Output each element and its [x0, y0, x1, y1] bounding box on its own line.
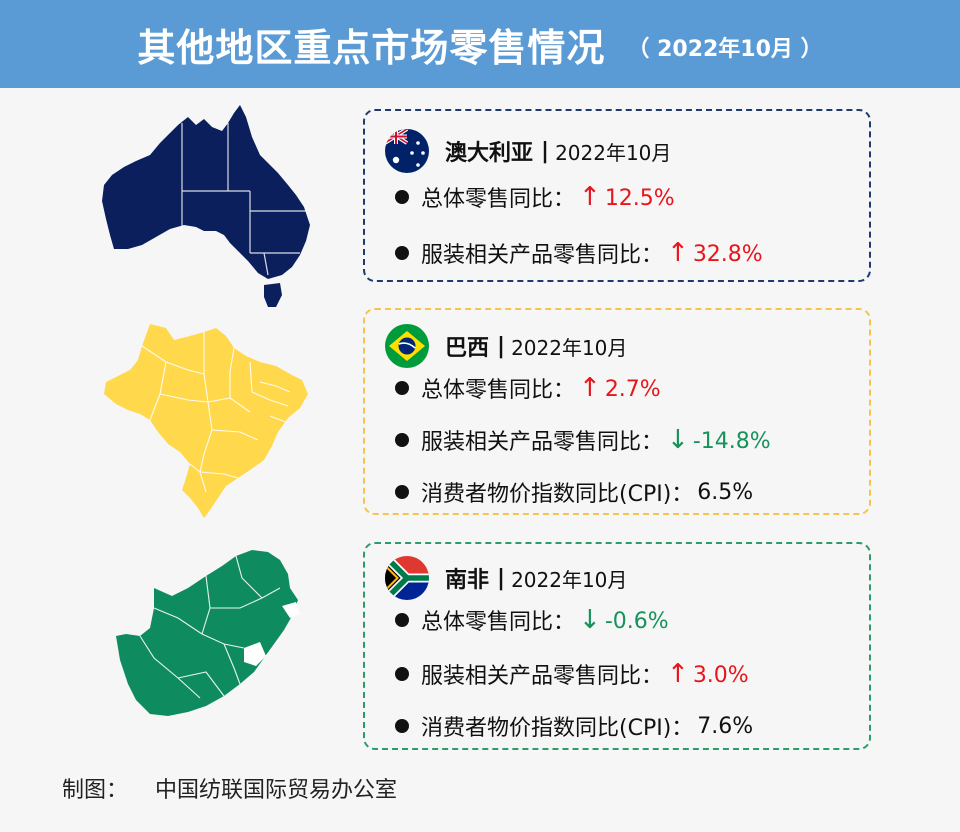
period-label: 2022年10月 — [511, 567, 628, 592]
south-africa-map — [114, 548, 306, 720]
page-date: （ 2022年10月 ） — [627, 37, 823, 62]
bullet-icon — [395, 613, 409, 627]
stat-row: 服装相关产品零售同比： ↑ 32.8% — [395, 237, 763, 269]
brazil-card: 巴西 | 2022年10月 总体零售同比： ↑ 2.7% 服装相关产品零售同比： … — [363, 308, 871, 515]
up-arrow-icon: ↑ — [579, 373, 601, 403]
bullet-icon — [395, 485, 409, 499]
stat-value: ↑ 12.5% — [579, 182, 675, 212]
stat-label: 总体零售同比： — [421, 378, 576, 403]
bullet-icon — [395, 667, 409, 681]
stat-value: ↓ -0.6% — [579, 605, 669, 635]
stat-number: 12.5% — [604, 186, 675, 211]
stat-value: ↑ 32.8% — [667, 238, 763, 268]
south-africa-flag-icon — [385, 556, 429, 600]
stat-number: 6.5% — [697, 479, 754, 505]
country-name: 南非 — [445, 568, 490, 593]
bullet-icon — [395, 190, 409, 204]
brazil-flag-icon — [385, 324, 429, 368]
stat-row: 服装相关产品零售同比： ↓ -14.8% — [395, 424, 771, 456]
stat-label: 总体零售同比： — [421, 610, 576, 635]
stat-number: 2.7% — [604, 377, 661, 402]
country-name: 巴西 — [445, 336, 490, 361]
down-arrow-icon: ↓ — [579, 605, 601, 635]
period-label: 2022年10月 — [511, 335, 628, 360]
up-arrow-icon: ↑ — [667, 659, 689, 689]
stat-row: 总体零售同比： ↑ 12.5% — [395, 181, 675, 213]
page-title: 其他地区重点市场零售情况 — [137, 25, 606, 70]
brazil-card-header: 巴西 | 2022年10月 — [385, 324, 627, 368]
title-separator: | — [541, 138, 550, 164]
south-africa-card: 南非 | 2022年10月 总体零售同比： ↓ -0.6% 服装相关产品零售同比：… — [363, 542, 871, 750]
australia-flag-icon — [385, 129, 429, 173]
australia-card: 澳大利亚 | 2022年10月 总体零售同比： ↑ 12.5% 服装相关产品零售同… — [363, 109, 871, 282]
stat-label: 服装相关产品零售同比： — [421, 430, 664, 455]
header-banner: 其他地区重点市场零售情况 （ 2022年10月 ） — [0, 0, 960, 88]
bullet-icon — [395, 246, 409, 260]
stat-label: 消费者物价指数同比(CPI)： — [421, 482, 694, 507]
stat-value: ↑ 3.0% — [667, 659, 749, 689]
stat-number: -0.6% — [604, 609, 669, 634]
stat-number: 7.6% — [697, 713, 754, 739]
stat-row: 服装相关产品零售同比： ↑ 3.0% — [395, 658, 749, 690]
stat-label: 服装相关产品零售同比： — [421, 664, 664, 689]
stat-row: 总体零售同比： ↓ -0.6% — [395, 604, 669, 636]
stat-value: ↑ 2.7% — [579, 373, 661, 403]
bullet-icon — [395, 433, 409, 447]
up-arrow-icon: ↑ — [667, 238, 689, 268]
stat-number: -14.8% — [692, 429, 771, 454]
stat-row: 消费者物价指数同比(CPI)： 6.5% — [395, 476, 753, 508]
south-africa-card-header: 南非 | 2022年10月 — [385, 556, 627, 600]
footer-label: 制图： — [62, 778, 129, 803]
footer-source: 中国纺联国际贸易办公室 — [155, 778, 398, 803]
australia-map — [100, 103, 312, 313]
australia-card-header: 澳大利亚 | 2022年10月 — [385, 129, 671, 173]
title-separator: | — [497, 333, 506, 359]
brazil-map — [100, 322, 310, 522]
stat-label: 消费者物价指数同比(CPI)： — [421, 716, 694, 741]
down-arrow-icon: ↓ — [667, 425, 689, 455]
country-name: 澳大利亚 — [445, 141, 534, 166]
up-arrow-icon: ↑ — [579, 182, 601, 212]
stat-row: 消费者物价指数同比(CPI)： 7.6% — [395, 710, 753, 742]
bullet-icon — [395, 381, 409, 395]
stat-label: 服装相关产品零售同比： — [421, 243, 664, 268]
stat-number: 32.8% — [692, 242, 763, 267]
stat-label: 总体零售同比： — [421, 187, 576, 212]
footer-credit: 制图： 中国纺联国际贸易办公室 — [62, 772, 397, 804]
stat-value: ↓ -14.8% — [667, 425, 771, 455]
period-label: 2022年10月 — [555, 140, 672, 165]
title-separator: | — [497, 565, 506, 591]
stat-number: 3.0% — [692, 663, 749, 688]
bullet-icon — [395, 719, 409, 733]
stat-row: 总体零售同比： ↑ 2.7% — [395, 372, 661, 404]
